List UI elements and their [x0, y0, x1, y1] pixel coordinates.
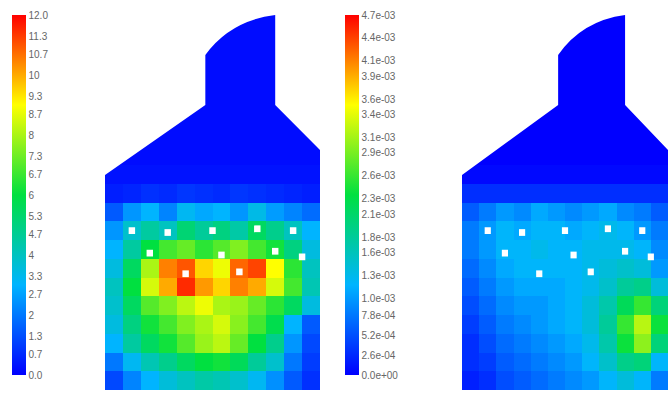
svg-text:9.3: 9.3: [29, 91, 43, 102]
svg-text:1.8e-03: 1.8e-03: [362, 232, 396, 243]
svg-text:1.3: 1.3: [29, 331, 43, 342]
svg-text:2.1e-03: 2.1e-03: [362, 209, 396, 220]
svg-text:8.7: 8.7: [29, 109, 43, 120]
svg-text:3.1e-03: 3.1e-03: [362, 132, 396, 143]
svg-text:12.0: 12.0: [29, 10, 49, 21]
svg-text:8: 8: [29, 130, 35, 141]
svg-text:2.7: 2.7: [29, 289, 43, 300]
svg-text:10: 10: [29, 70, 41, 81]
svg-text:7.8e-04: 7.8e-04: [362, 310, 396, 321]
svg-text:10.7: 10.7: [29, 49, 49, 60]
svg-text:4.7e-03: 4.7e-03: [362, 10, 396, 21]
svg-text:2.6e-03: 2.6e-03: [362, 170, 396, 181]
svg-text:3.9e-03: 3.9e-03: [362, 71, 396, 82]
svg-text:3.4e-03: 3.4e-03: [362, 109, 396, 120]
svg-text:3.3: 3.3: [29, 271, 43, 282]
svg-text:2.6e-04: 2.6e-04: [362, 350, 396, 361]
svg-text:2.9e-03: 2.9e-03: [362, 147, 396, 158]
svg-text:0.7: 0.7: [29, 349, 43, 360]
svg-text:6: 6: [29, 190, 35, 201]
svg-text:3.6e-03: 3.6e-03: [362, 94, 396, 105]
svg-text:4: 4: [29, 250, 35, 261]
svg-text:7.3: 7.3: [29, 151, 43, 162]
svg-text:4.1e-03: 4.1e-03: [362, 55, 396, 66]
svg-text:5.2e-04: 5.2e-04: [362, 330, 396, 341]
svg-text:6.7: 6.7: [29, 169, 43, 180]
svg-text:4.4e-03: 4.4e-03: [362, 32, 396, 43]
svg-text:1.6e-03: 1.6e-03: [362, 247, 396, 258]
svg-text:0.0e+00: 0.0e+00: [362, 370, 399, 381]
svg-text:4.7: 4.7: [29, 229, 43, 240]
svg-text:2: 2: [29, 310, 35, 321]
svg-text:1.3e-03: 1.3e-03: [362, 270, 396, 281]
svg-text:0.0: 0.0: [29, 370, 43, 381]
svg-text:2.3e-03: 2.3e-03: [362, 193, 396, 204]
svg-text:1.0e-03: 1.0e-03: [362, 293, 396, 304]
svg-text:11.3: 11.3: [29, 31, 48, 42]
svg-text:5.3: 5.3: [29, 211, 43, 222]
